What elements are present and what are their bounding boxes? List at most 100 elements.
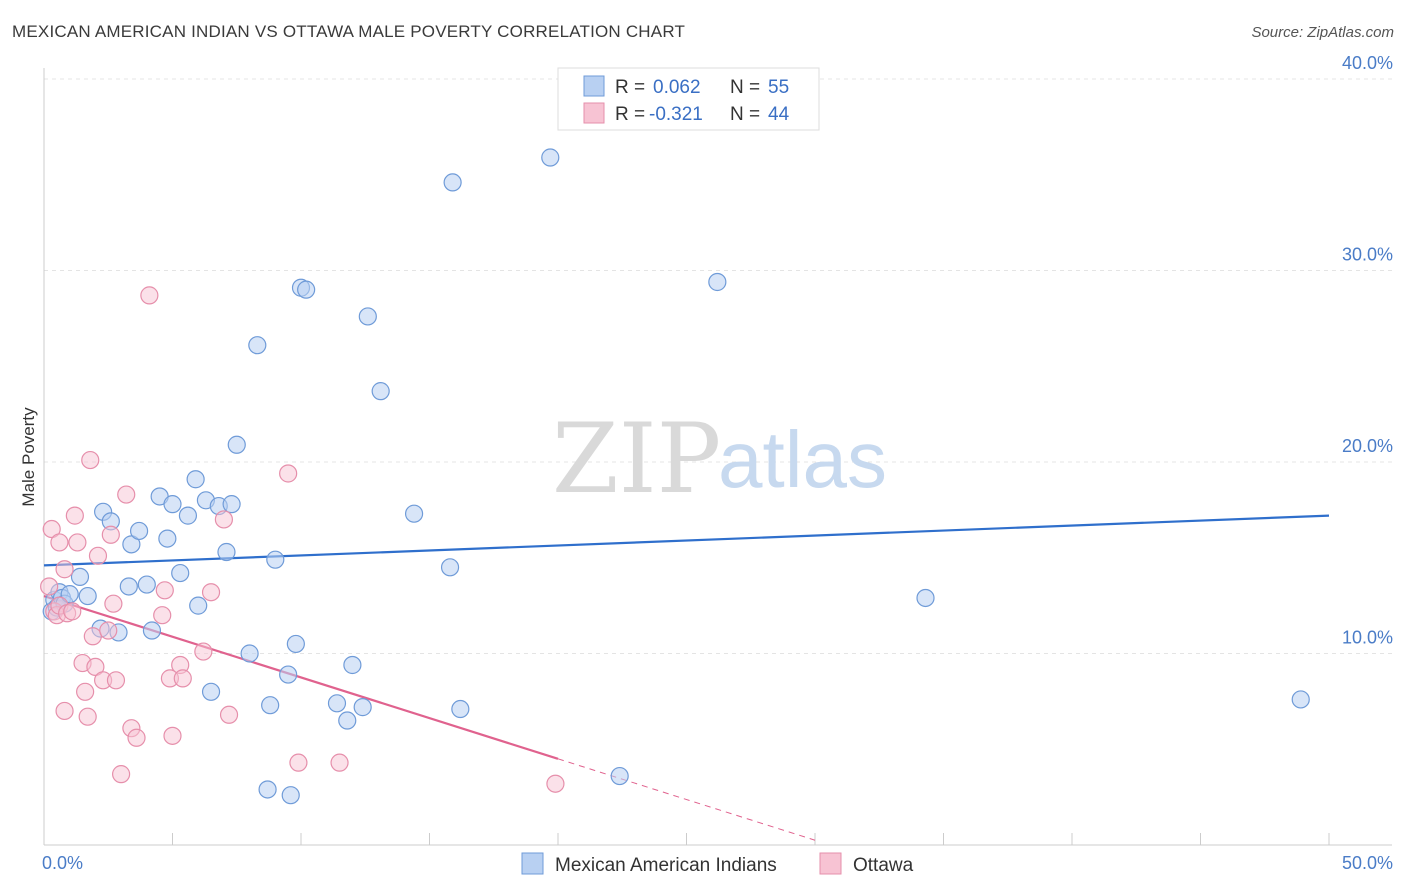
bottom-legend: Mexican American Indians Ottawa [521,852,914,876]
data-point-mexican-american-indians [119,577,138,596]
data-point-ottawa [289,753,308,772]
y-tick-label: 20.0% [1342,436,1393,456]
data-point-ottawa [163,726,182,745]
data-point-ottawa [99,621,118,640]
legend-r-label-pink: R = [615,104,645,125]
data-point-ottawa [127,728,146,747]
data-point-mexican-american-indians [443,173,462,192]
data-point-mexican-american-indians [358,307,377,326]
legend-r-value-blue: 0.062 [653,77,701,98]
data-point-ottawa [153,606,172,625]
legend-n-label-blue: N = [730,77,760,98]
data-point-ottawa [117,485,136,504]
data-point-mexican-american-indians [343,655,362,675]
bottom-legend-swatch-blue [521,852,544,875]
data-point-ottawa [173,669,192,688]
data-point-mexican-american-indians [404,504,424,523]
data-point-ottawa [42,519,61,539]
data-point-mexican-american-indians [70,567,90,587]
data-point-mexican-american-indians [158,529,177,548]
data-point-ottawa [279,464,298,483]
data-point-mexican-american-indians [258,780,277,799]
series-ottawa [40,286,565,793]
data-point-mexican-american-indians [261,696,280,715]
data-point-mexican-american-indians [916,588,935,608]
data-point-mexican-american-indians [371,382,390,401]
data-point-mexican-american-indians [708,272,727,292]
trend-lines [43,514,1330,841]
trend-line-ottawa-extension [557,758,816,841]
data-point-mexican-american-indians [163,495,182,514]
data-point-ottawa [83,627,102,646]
data-point-ottawa [330,753,349,772]
axes [43,68,1392,846]
legend-n-value-pink: 44 [768,104,790,125]
legend-r-label-blue: R = [615,77,645,98]
data-point-ottawa [86,657,105,677]
data-point-ottawa [546,774,565,793]
data-point-ottawa [55,560,74,579]
data-point-ottawa [76,682,95,701]
data-point-mexican-american-indians [178,506,198,525]
data-point-mexican-american-indians [122,535,141,554]
legend-r-value-pink: -0.321 [649,104,703,125]
watermark-zip: ZIP [552,403,721,515]
source-label: Source: ZipAtlas.com [1251,24,1394,41]
x-tick-label-min: 0.0% [42,853,83,873]
data-point-ottawa [63,602,82,621]
x-axis-ticks [43,833,1330,845]
legend-n-label-pink: N = [730,104,760,125]
data-point-mexican-american-indians [201,682,221,701]
data-point-mexican-american-indians [279,665,298,684]
watermark-atlas: atlas [718,415,887,504]
data-point-mexican-american-indians [327,694,347,713]
y-axis-label: Male Poverty [19,407,38,507]
data-point-ottawa [55,701,74,721]
y-tick-label: 30.0% [1342,245,1393,265]
trend-line-ottawa [43,595,559,760]
data-point-mexican-american-indians [353,698,372,717]
data-point-mexican-american-indians [222,495,241,514]
data-point-mexican-american-indians [78,586,97,606]
data-point-mexican-american-indians [227,435,246,454]
data-point-mexican-american-indians [171,563,190,583]
legend: R = 0.062 N = 55 R = -0.321 N = 44 [557,67,820,131]
data-point-mexican-american-indians [281,786,300,805]
data-point-mexican-american-indians [129,521,149,541]
data-point-ottawa [81,450,100,470]
data-point-mexican-american-indians [286,634,305,654]
y-tick-label: 40.0% [1342,53,1393,73]
legend-swatch-blue [583,75,605,97]
legend-swatch-pink [583,102,605,124]
data-point-mexican-american-indians [541,148,560,167]
data-point-mexican-american-indians [266,550,285,569]
bottom-legend-label-pink: Ottawa [853,855,914,876]
trend-line-mexican-american-indians [43,514,1330,567]
data-point-ottawa [140,286,159,305]
data-point-mexican-american-indians [240,644,259,663]
data-point-mexican-american-indians [137,575,156,594]
data-point-ottawa [40,577,59,596]
data-point-mexican-american-indians [338,711,357,730]
data-point-mexican-american-indians [1291,690,1310,709]
data-point-mexican-american-indians [186,470,205,489]
data-point-ottawa [78,707,97,726]
bottom-legend-label-blue: Mexican American Indians [555,855,777,876]
data-point-mexican-american-indians [142,621,162,640]
data-point-ottawa [201,583,221,602]
watermark: ZIP atlas [552,403,887,515]
data-point-mexican-american-indians [440,558,460,577]
data-point-ottawa [111,765,131,784]
y-tick-labels: 10.0% 20.0% 30.0% 40.0% [1342,53,1393,648]
data-point-ottawa [50,533,69,552]
data-point-ottawa [68,533,87,552]
x-tick-label-max: 50.0% [1342,853,1393,873]
data-point-mexican-american-indians [610,766,629,786]
grid-lines [44,78,1392,654]
data-point-mexican-american-indians [217,542,236,562]
data-point-ottawa [214,510,233,529]
data-point-ottawa [101,525,120,544]
bottom-legend-swatch-pink [819,852,842,875]
data-point-ottawa [194,642,213,661]
data-point-ottawa [106,671,126,690]
